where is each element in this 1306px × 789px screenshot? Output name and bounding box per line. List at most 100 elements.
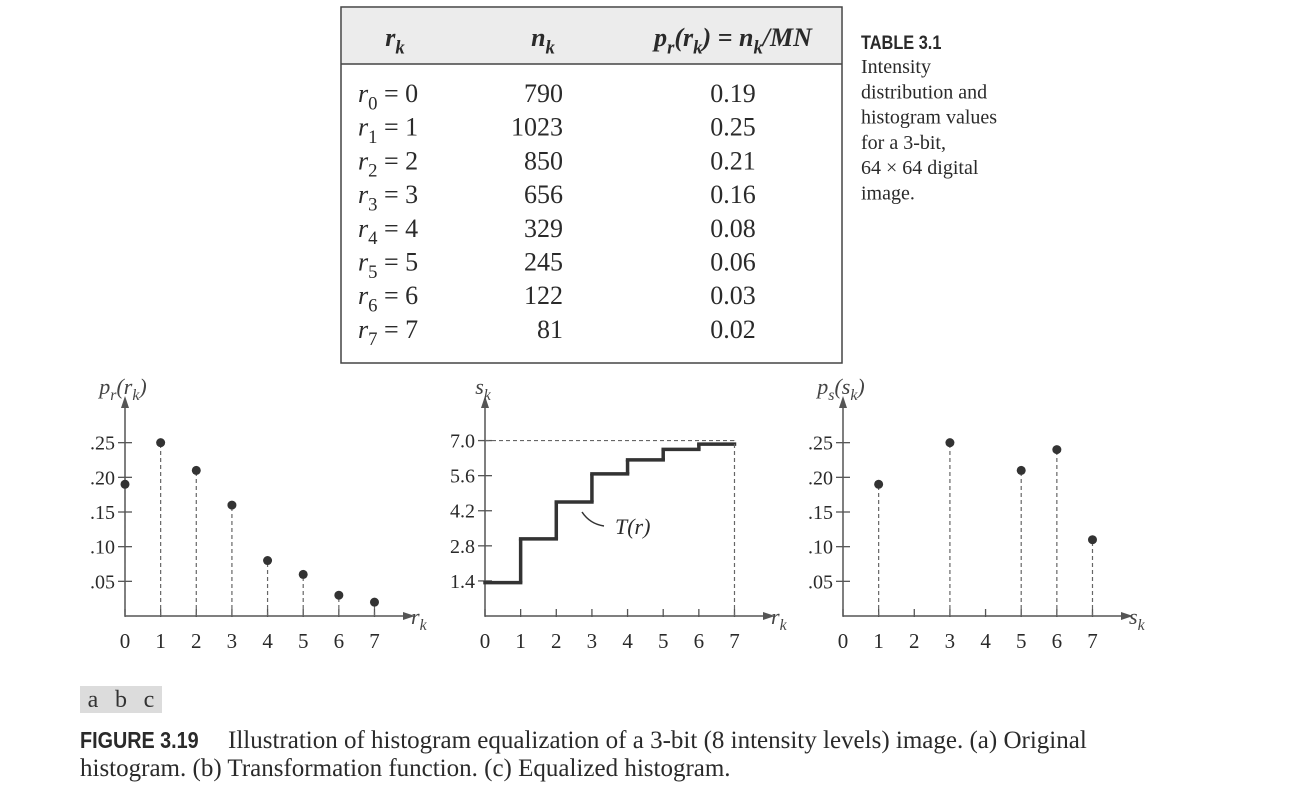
table-cell: r2 = 2 — [358, 146, 418, 181]
text-run: ) — [855, 374, 864, 399]
text-run: /MN — [761, 23, 813, 52]
table-caption-line: 64 × 64 digital — [861, 157, 979, 179]
text-run: p — [815, 374, 828, 399]
text-run: (r — [674, 23, 694, 52]
table-cell: 0.21 — [710, 146, 756, 175]
panel-label-box — [80, 686, 162, 713]
x-axis-arrow — [763, 612, 775, 620]
y-tick-label: .15 — [808, 502, 833, 524]
subscript: r — [667, 37, 675, 58]
text-run: = 7 — [377, 315, 418, 344]
text-run: r — [358, 281, 369, 310]
text-run: p — [652, 23, 667, 52]
table-cell: r6 = 6 — [358, 281, 418, 316]
x-tick-label: 2 — [551, 629, 562, 653]
table-cell: r5 = 5 — [358, 248, 418, 283]
subscript: k — [420, 617, 428, 634]
x-tick-label: 3 — [587, 629, 598, 653]
text-run: s — [1129, 604, 1138, 629]
x-tick-label: 7 — [369, 629, 380, 653]
point — [263, 556, 273, 566]
point — [1016, 465, 1026, 475]
panel-label: b — [115, 687, 127, 713]
x-axis-label: rk — [771, 604, 788, 634]
text-run: r — [358, 79, 369, 108]
y-tick-label: .20 — [90, 467, 115, 489]
point — [334, 590, 344, 600]
subscript: k — [1138, 617, 1146, 634]
table-caption-line: histogram values — [861, 107, 997, 129]
point — [156, 438, 166, 448]
text-run: p — [97, 374, 110, 399]
x-tick-label: 1 — [873, 629, 884, 653]
table-header-band — [342, 8, 841, 64]
table-cell: 1023 — [511, 113, 563, 142]
text-run: r — [771, 604, 780, 629]
subscript: s — [828, 387, 834, 404]
figure-label: FIGURE 3.19 — [80, 728, 199, 754]
table-cell: 0.06 — [710, 248, 756, 277]
text-run: = 3 — [377, 180, 418, 209]
text-run: (s — [834, 374, 850, 399]
subscript: 6 — [368, 295, 377, 316]
table-cell: 0.16 — [710, 180, 756, 209]
y-tick-label: .25 — [808, 433, 833, 455]
text-run: = 4 — [377, 214, 418, 243]
y-axis-arrow — [121, 396, 129, 408]
y-axis-arrow — [481, 396, 489, 408]
x-tick-label: 3 — [227, 629, 238, 653]
y-tick-label: 4.2 — [450, 501, 475, 523]
text-run: r — [358, 315, 369, 344]
point — [298, 569, 308, 579]
y-tick-label: .10 — [90, 537, 115, 559]
table-cell: 0.02 — [710, 315, 756, 344]
table-cell: 122 — [524, 281, 563, 310]
text-run: r — [385, 23, 396, 52]
table-cell: 0.19 — [710, 79, 756, 108]
table-cell: 0.03 — [710, 281, 756, 310]
panel-label: a — [88, 687, 99, 713]
point — [1087, 535, 1097, 545]
table-label: TABLE 3.1 — [861, 32, 942, 53]
point — [191, 465, 201, 475]
table-cell: 0.08 — [710, 214, 756, 243]
x-tick-label: 5 — [298, 629, 309, 653]
point — [1052, 445, 1062, 455]
y-tick-label: .10 — [808, 537, 833, 559]
subscript: k — [780, 617, 788, 634]
x-tick-label: 4 — [262, 629, 273, 653]
table-cell: r4 = 4 — [358, 214, 418, 249]
y-tick-label: .20 — [808, 467, 833, 489]
y-tick-label: 1.4 — [450, 571, 475, 593]
x-tick-label: 5 — [1016, 629, 1027, 653]
y-tick-label: .25 — [90, 433, 115, 455]
subscript: k — [850, 387, 858, 404]
subscript: 3 — [368, 194, 377, 215]
x-tick-label: 4 — [980, 629, 991, 653]
table-cell: 245 — [524, 248, 563, 277]
subscript: 7 — [368, 329, 377, 350]
y-axis-label: ps(sk) — [815, 374, 864, 404]
subscript: 0 — [368, 93, 377, 114]
y-axis-arrow — [839, 396, 847, 408]
point — [945, 438, 955, 448]
y-tick-label: .05 — [808, 571, 833, 593]
text-run: s — [475, 374, 484, 399]
text-run: = 0 — [377, 79, 418, 108]
text-run: r — [358, 113, 369, 142]
subscript: k — [693, 37, 703, 58]
subscript: k — [484, 387, 492, 404]
x-tick-label: 3 — [945, 629, 956, 653]
point — [120, 479, 130, 489]
x-tick-label: 7 — [729, 629, 740, 653]
text-run: r — [358, 146, 369, 175]
text-run: (r — [116, 374, 132, 399]
y-tick-label: .05 — [90, 571, 115, 593]
x-axis-arrow — [1121, 612, 1133, 620]
x-axis-label: sk — [1129, 604, 1146, 634]
x-axis-arrow — [403, 612, 415, 620]
subscript: r — [110, 387, 117, 404]
subscript: k — [753, 37, 763, 58]
